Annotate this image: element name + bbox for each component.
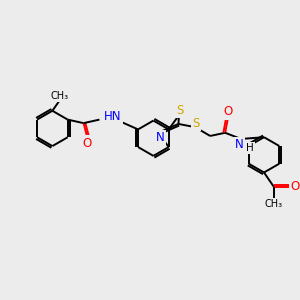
Text: O: O (290, 180, 299, 193)
Text: O: O (224, 106, 233, 118)
Text: HN: HN (104, 110, 122, 123)
Text: S: S (193, 117, 200, 130)
Text: N: N (235, 138, 244, 151)
Text: S: S (176, 104, 184, 117)
Text: O: O (82, 136, 91, 149)
Text: H: H (246, 143, 254, 153)
Text: CH₃: CH₃ (50, 91, 68, 101)
Text: CH₃: CH₃ (265, 199, 283, 209)
Text: N: N (156, 131, 165, 144)
